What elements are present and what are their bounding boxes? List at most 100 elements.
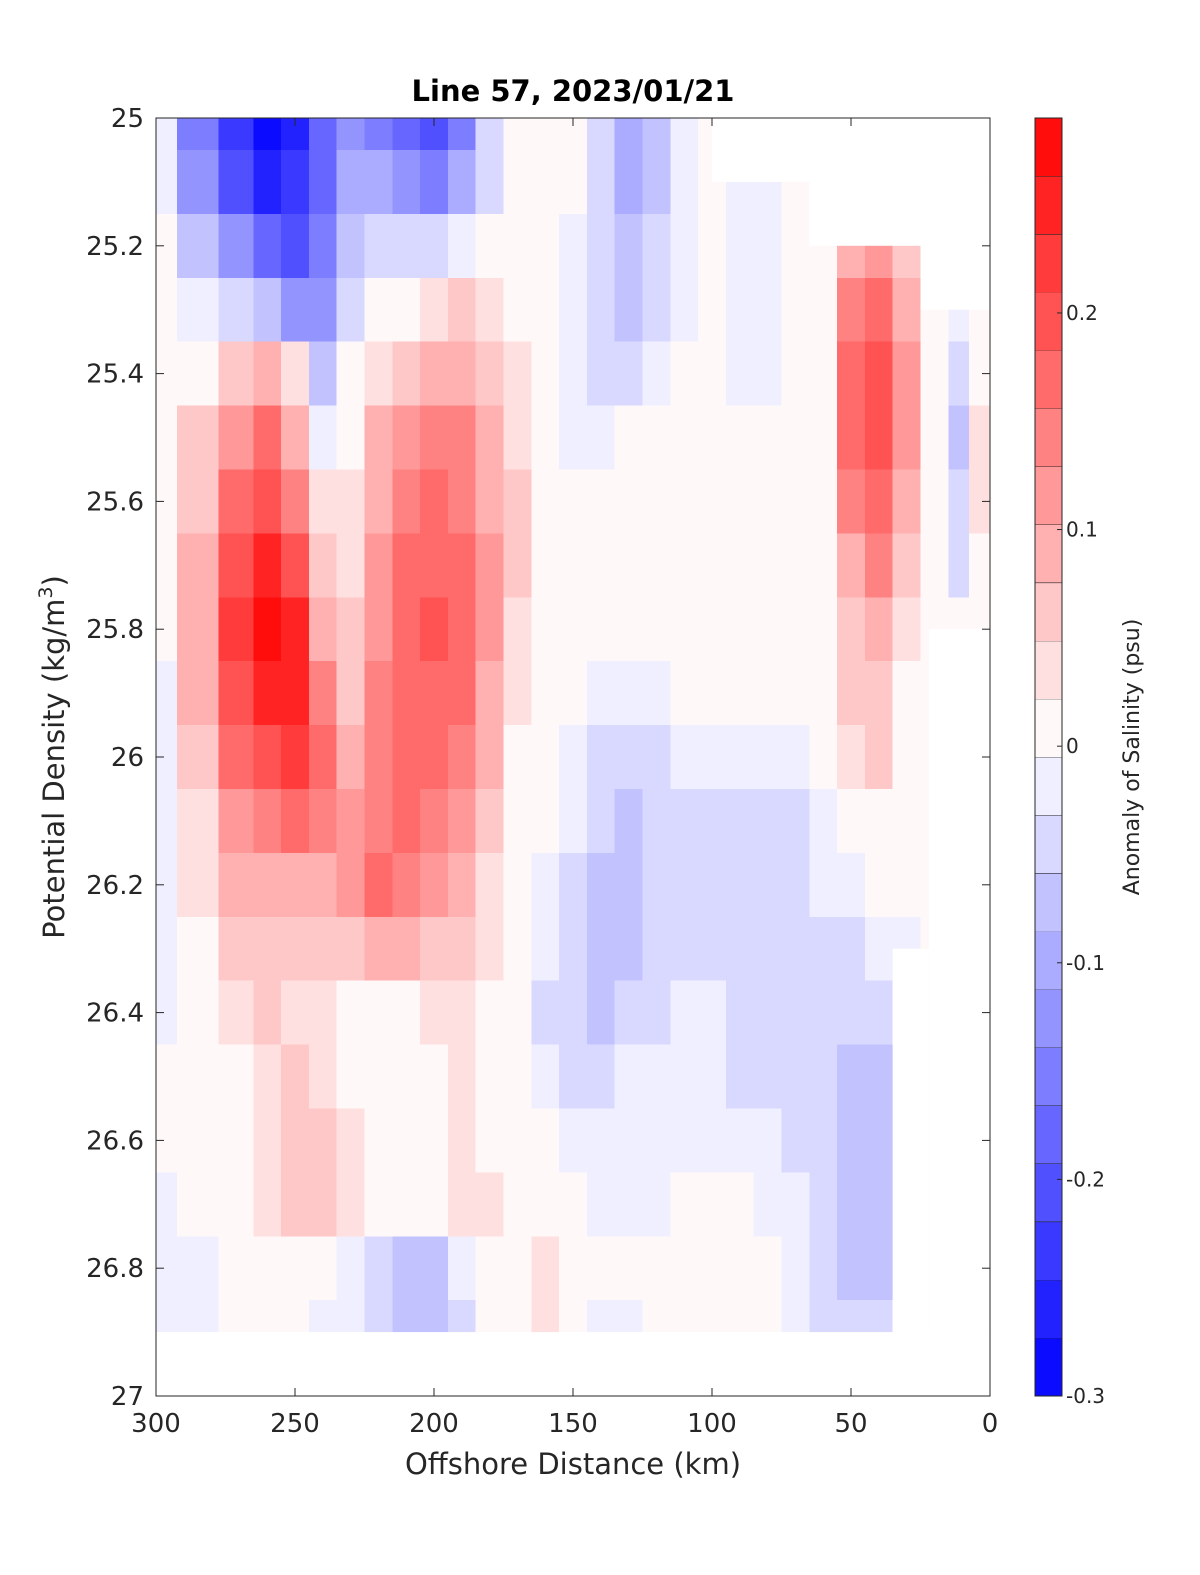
colorbar-band (1035, 234, 1062, 293)
anomaly-cell (781, 725, 810, 790)
anomaly-cell (253, 1172, 282, 1237)
anomaly-cell (864, 277, 894, 343)
anomaly-cell (586, 1044, 616, 1110)
anomaly-cell (364, 469, 393, 534)
anomaly-cell (642, 533, 671, 598)
y-tick-label: 26.6 (86, 1126, 144, 1156)
anomaly-cell (503, 852, 532, 918)
colorbar: -0.3 -0.2 -0.1 0 0.1 0.2 (1034, 117, 1105, 1408)
colorbar-band (1035, 931, 1062, 990)
anomaly-cell (642, 405, 671, 471)
anomaly-cell (614, 852, 644, 918)
anomaly-cell (364, 788, 393, 854)
anomaly-cell (156, 1172, 178, 1237)
anomaly-cell (308, 341, 338, 407)
anomaly-cell (753, 916, 783, 982)
anomaly-cell (642, 341, 671, 407)
anomaly-cell (420, 1172, 449, 1237)
no-data-region (156, 1332, 990, 1396)
anomaly-cell (336, 852, 366, 918)
anomaly-cell (864, 1108, 894, 1173)
y-axis-label-close: ) (37, 575, 71, 586)
anomaly-cell (809, 533, 838, 598)
colorbar-tick-label: 0.1 (1066, 518, 1098, 542)
anomaly-cell (308, 533, 338, 598)
anomaly-cell (503, 405, 532, 471)
anomaly-cell (642, 1044, 671, 1110)
anomaly-cell (253, 469, 282, 534)
anomaly-cell (420, 597, 449, 662)
anomaly-cell (420, 852, 449, 918)
anomaly-cell (837, 725, 866, 790)
anomaly-cell (392, 916, 421, 982)
anomaly-cell (281, 1108, 310, 1173)
anomaly-cell (336, 661, 366, 726)
x-tick-label: 200 (409, 1409, 459, 1439)
anomaly-cell (156, 980, 178, 1046)
anomaly-cell (531, 661, 560, 726)
anomaly-cell (475, 1172, 505, 1237)
anomaly-cell (447, 788, 477, 854)
anomaly-cell (586, 533, 616, 598)
no-data-region (809, 181, 990, 246)
anomaly-cell (364, 118, 393, 151)
anomaly-cell (837, 1172, 866, 1237)
anomaly-cell (218, 118, 254, 151)
anomaly-cell (420, 1044, 449, 1110)
anomaly-cell (698, 725, 727, 790)
anomaly-cell (670, 533, 699, 598)
x-tick-label: 250 (270, 1409, 320, 1439)
anomaly-cell (308, 725, 338, 790)
anomaly-cell (281, 852, 310, 918)
anomaly-cell (670, 725, 699, 790)
anomaly-cell (156, 661, 178, 726)
anomaly-cell (364, 1236, 393, 1301)
colorbar-band (1035, 176, 1062, 235)
no-data-region (920, 245, 990, 310)
colorbar-band (1035, 989, 1062, 1048)
anomaly-cell (809, 597, 838, 662)
anomaly-cell (753, 277, 783, 343)
anomaly-cell (892, 469, 922, 534)
anomaly-cell (156, 533, 178, 598)
colorbar-frame (1034, 117, 1063, 1397)
anomaly-cell (475, 661, 505, 726)
colorbar-band (1035, 1337, 1062, 1396)
anomaly-cell (531, 916, 560, 982)
anomaly-cell (364, 1044, 393, 1110)
no-data-region (892, 948, 929, 1333)
anomaly-cell (670, 597, 699, 662)
anomaly-cell (864, 597, 894, 662)
anomaly-cell (503, 980, 532, 1046)
anomaly-cell (218, 725, 254, 790)
anomaly-cell (781, 469, 810, 534)
anomaly-cell (642, 277, 671, 343)
anomaly-cell (753, 980, 783, 1046)
anomaly-cell (218, 980, 254, 1046)
anomaly-cell (392, 1236, 421, 1301)
anomaly-cell (156, 1044, 178, 1110)
anomaly-cell (281, 788, 310, 854)
anomaly-cell (336, 1236, 366, 1301)
y-tick-label: 26.4 (86, 999, 144, 1029)
anomaly-cell (475, 405, 505, 471)
anomaly-cell (531, 118, 560, 151)
anomaly-cell (586, 213, 616, 279)
anomaly-cell (531, 1236, 560, 1301)
anomaly-cell (698, 213, 727, 279)
anomaly-cell (336, 469, 366, 534)
anomaly-cell (781, 341, 810, 407)
anomaly-cell (781, 788, 810, 854)
anomaly-cell (475, 788, 505, 854)
anomaly-cell (670, 1172, 699, 1237)
anomaly-cell (447, 725, 477, 790)
anomaly-cell (559, 1236, 588, 1301)
anomaly-cell (420, 213, 449, 279)
anomaly-cell (698, 277, 727, 343)
anomaly-cell (725, 661, 755, 726)
anomaly-cell (969, 405, 990, 471)
anomaly-cell (670, 277, 699, 343)
anomaly-cell (475, 341, 505, 407)
anomaly-cell (176, 1044, 220, 1110)
